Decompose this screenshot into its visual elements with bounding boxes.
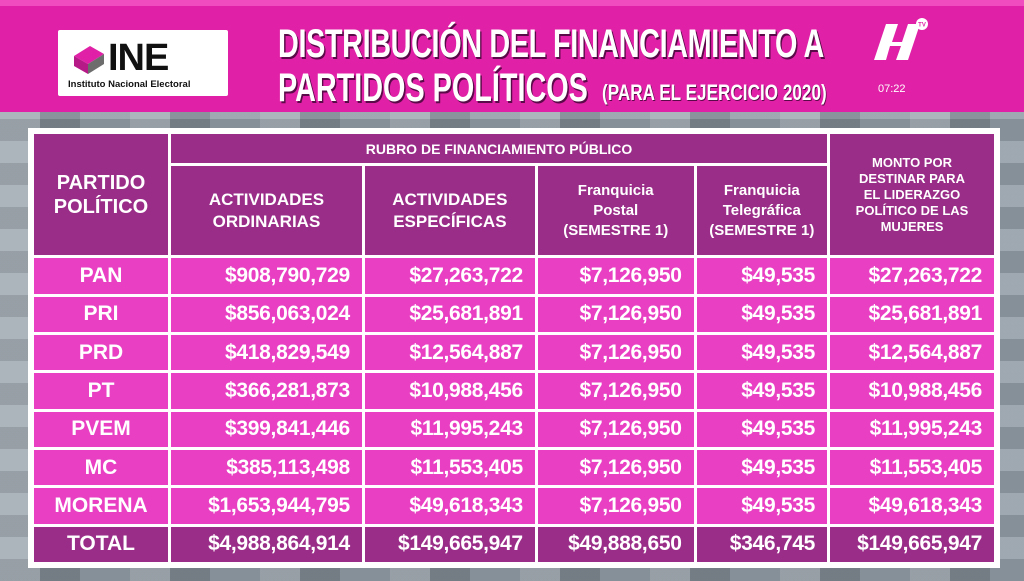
monto-header-line2: DESTINAR PARA	[859, 170, 965, 186]
col-ordinarias-line1: ACTIVIDADES	[208, 189, 325, 209]
cell-telegrafica: $49,535	[696, 449, 827, 486]
total-especificas: $149,665,947	[364, 526, 535, 562]
col-telegrafica-line1: Franquicia	[723, 181, 800, 199]
col-header-postal: Franquicia Postal (SEMESTRE 1)	[537, 166, 694, 256]
table-row: MORENA $1,653,944,795 $49,618,343 $7,126…	[34, 488, 994, 524]
total-row: TOTAL $4,988,864,914 $149,665,947 $49,88…	[34, 526, 994, 562]
cell-postal: $7,126,950	[537, 373, 694, 409]
col-especificas-line2: ESPECÍFICAS	[393, 211, 507, 231]
cell-ordinarias: $366,281,873	[171, 373, 362, 409]
cell-especificas: $12,564,887	[364, 335, 535, 371]
party-name: PVEM	[34, 411, 168, 447]
channel-logo-icon: TV	[874, 18, 928, 60]
cell-postal: $7,126,950	[537, 296, 694, 333]
cell-mujeres: $11,553,405	[830, 449, 994, 486]
table-row: PAN $908,790,729 $27,263,722 $7,126,950 …	[34, 258, 994, 294]
cell-ordinarias: $418,829,549	[171, 335, 362, 371]
table-row: MC $385,113,498 $11,553,405 $7,126,950 $…	[34, 449, 994, 486]
cell-mujeres: $27,263,722	[830, 258, 994, 294]
cell-especificas: $10,988,456	[364, 373, 535, 409]
total-telegrafica: $346,745	[696, 526, 827, 562]
col-header-ordinarias: ACTIVIDADES ORDINARIAS	[171, 166, 362, 256]
cell-ordinarias: $1,653,944,795	[171, 488, 362, 524]
banner-strip	[0, 0, 1024, 6]
party-column-header: PARTIDO POLÍTICO	[34, 134, 168, 256]
table-row: PT $366,281,873 $10,988,456 $7,126,950 $…	[34, 373, 994, 409]
party-name: MC	[34, 449, 168, 486]
cell-telegrafica: $49,535	[696, 488, 827, 524]
cell-telegrafica: $49,535	[696, 335, 827, 371]
table-row: PVEM $399,841,446 $11,995,243 $7,126,950…	[34, 411, 994, 447]
clock: 07:22	[878, 83, 906, 95]
monto-header-line5: MUJERES	[880, 218, 944, 234]
logo-name: INE	[108, 37, 169, 79]
cell-ordinarias: $856,063,024	[171, 296, 362, 333]
monto-header-line4: POLÍTICO DE LAS	[855, 202, 969, 218]
col-postal-line2: Postal	[593, 201, 639, 219]
total-mujeres: $149,665,947	[830, 526, 994, 562]
col-telegrafica-line2: Telegráfica	[722, 201, 801, 219]
cell-ordinarias: $399,841,446	[171, 411, 362, 447]
cell-postal: $7,126,950	[537, 411, 694, 447]
party-header-line1: PARTIDO	[56, 171, 146, 194]
cell-ordinarias: $385,113,498	[171, 449, 362, 486]
col-postal-line1: Franquicia	[577, 181, 654, 199]
monto-header-line3: EL LIDERAZGO	[863, 186, 961, 202]
page-title-line2: PARTIDOS POLÍTICOS	[278, 66, 588, 110]
cell-mujeres: $49,618,343	[830, 488, 994, 524]
brand-badge: TV	[918, 23, 926, 29]
cell-especificas: $49,618,343	[364, 488, 535, 524]
cell-telegrafica: $49,535	[696, 296, 827, 333]
total-postal: $49,888,650	[537, 526, 694, 562]
col-telegrafica-line3: (SEMESTRE 1)	[709, 221, 815, 239]
ballot-box-icon	[74, 46, 104, 74]
table-row: PRI $856,063,024 $25,681,891 $7,126,950 …	[34, 296, 994, 333]
party-name: PRD	[34, 335, 168, 371]
cell-especificas: $25,681,891	[364, 296, 535, 333]
total-ordinarias: $4,988,864,914	[171, 526, 362, 562]
col-header-telegrafica: Franquicia Telegráfica (SEMESTRE 1)	[696, 166, 827, 256]
logo-subtitle: Instituto Nacional Electoral	[68, 79, 191, 90]
col-ordinarias-line2: ORDINARIAS	[212, 211, 321, 231]
ine-logo: INE Instituto Nacional Electoral	[58, 30, 228, 96]
cell-postal: $7,126,950	[537, 488, 694, 524]
monto-header-line1: MONTO POR	[872, 154, 952, 170]
cell-telegrafica: $49,535	[696, 411, 827, 447]
party-header-line2: POLÍTICO	[53, 195, 149, 218]
financing-table: PARTIDO POLÍTICO RUBRO DE FINANCIAMIENTO…	[28, 128, 1000, 568]
header-banner: INE Instituto Nacional Electoral DISTRIB…	[0, 0, 1024, 112]
page-subtitle: (PARA EL EJERCICIO 2020)	[602, 80, 827, 105]
cell-mujeres: $12,564,887	[830, 335, 994, 371]
cell-telegrafica: $49,535	[696, 373, 827, 409]
rubro-header: RUBRO DE FINANCIAMIENTO PÚBLICO	[171, 134, 827, 164]
party-name: MORENA	[34, 488, 168, 524]
cell-telegrafica: $49,535	[696, 258, 827, 294]
cell-especificas: $27,263,722	[364, 258, 535, 294]
cell-ordinarias: $908,790,729	[171, 258, 362, 294]
page-title-line1: DISTRIBUCIÓN DEL FINANCIAMIENTO A	[278, 22, 824, 66]
col-header-especificas: ACTIVIDADES ESPECÍFICAS	[364, 166, 535, 256]
party-name: PRI	[34, 296, 168, 333]
cell-mujeres: $10,988,456	[830, 373, 994, 409]
cell-mujeres: $25,681,891	[830, 296, 994, 333]
total-label: TOTAL	[34, 526, 168, 562]
col-especificas-line1: ACTIVIDADES	[392, 189, 508, 209]
cell-postal: $7,126,950	[537, 449, 694, 486]
cell-postal: $7,126,950	[537, 335, 694, 371]
table-row: PRD $418,829,549 $12,564,887 $7,126,950 …	[34, 335, 994, 371]
cell-postal: $7,126,950	[537, 258, 694, 294]
col-postal-line3: (SEMESTRE 1)	[563, 221, 669, 239]
cell-mujeres: $11,995,243	[830, 411, 994, 447]
cell-especificas: $11,995,243	[364, 411, 535, 447]
monto-column-header: MONTO POR DESTINAR PARA EL LIDERAZGO POL…	[830, 134, 994, 256]
party-name: PT	[34, 373, 168, 409]
party-name: PAN	[34, 258, 168, 294]
cell-especificas: $11,553,405	[364, 449, 535, 486]
